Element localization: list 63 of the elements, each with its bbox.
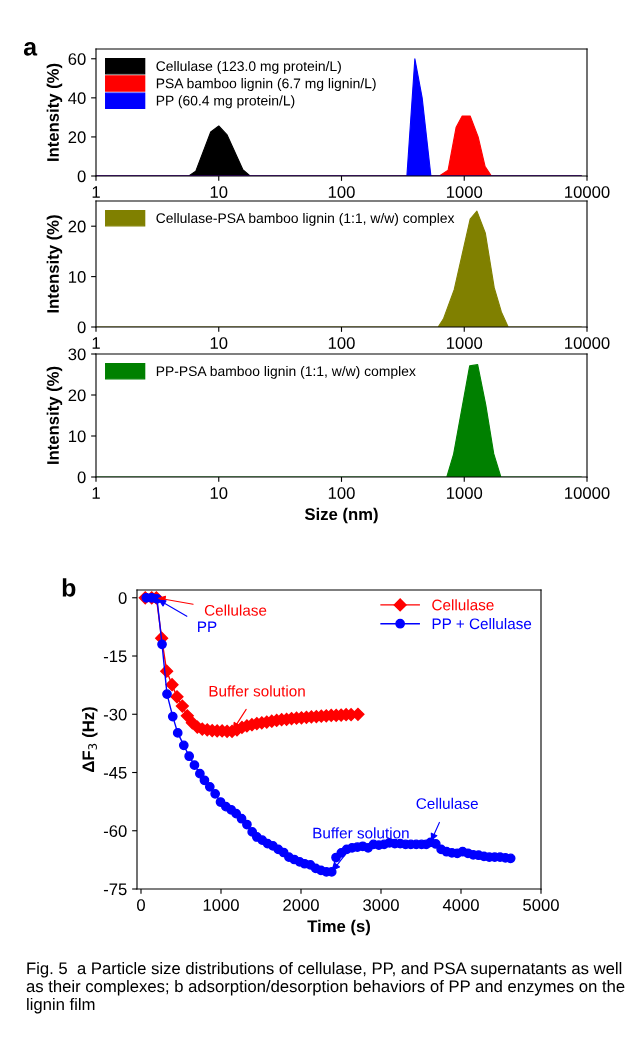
y-tick-label: 20	[68, 220, 86, 233]
annotation: Buffer solution	[209, 685, 305, 697]
y-tick-label: 40	[68, 92, 86, 105]
y-tick-label: 0	[118, 592, 127, 604]
annotation: Cellulase	[204, 604, 267, 616]
y-tick-label: -45	[103, 767, 127, 779]
y-axis-title: ΔF$_{3}$ (Hz)	[81, 707, 98, 772]
annotation: Buffer solution	[313, 827, 409, 839]
x-tick-label: 4000	[442, 899, 479, 911]
chart-title: b	[62, 578, 76, 597]
caption: Fig. 5 a Particle size distributions of cellulase, PP, and PSA supernatants as well as their complexes; b adsorption/desorption behaviors of PP and enzymes on the lignin film	[26, 962, 625, 1014]
x-tick-label: 1	[92, 487, 100, 499]
y-tick-label: 20	[68, 131, 86, 144]
x-tick-label: 10000	[565, 487, 610, 499]
y-tick-label: -15	[103, 650, 127, 663]
x-tick-label: 100	[328, 337, 355, 349]
y-tick-label: -75	[103, 883, 127, 896]
y-tick-label: 10	[69, 430, 86, 443]
x-axis-title: Time (s)	[307, 919, 370, 936]
chart-title: a	[23, 42, 38, 56]
legend-label: PP (60.4 mg protein/L)	[156, 95, 295, 109]
point	[175, 699, 189, 713]
x-tick-label: 3000	[363, 899, 399, 911]
y-axis-title: Intensity (%)	[46, 366, 63, 464]
x-tick-label: 0	[137, 899, 145, 911]
x-tick-label: 2000	[283, 899, 319, 911]
point	[165, 678, 179, 692]
legend-label: Cellulase-PSA bamboo lignin (1:1, w/w) complex	[156, 212, 455, 226]
x-tick-label: 1000	[203, 899, 239, 911]
x-tick-label: 100	[328, 186, 355, 198]
x-tick-label: 1000	[446, 337, 483, 349]
annotation: PP	[198, 621, 217, 633]
y-tick-label: 30	[68, 348, 86, 361]
x-tick-label: 10	[210, 487, 228, 499]
y-tick-label: 0	[77, 170, 86, 183]
y-tick-label: 0	[77, 321, 86, 334]
point	[170, 690, 184, 704]
y-axis-title: Intensity (%)	[46, 215, 63, 313]
x-axis-title: Size (nm)	[304, 507, 378, 524]
x-tick-label: 1000	[446, 487, 483, 499]
y-axis-title: Intensity (%)	[46, 63, 63, 161]
x-tick-label: 5000	[523, 899, 559, 911]
x-tick-label: 10000	[565, 186, 610, 198]
annotation: Cellulase	[416, 797, 478, 809]
x-tick-label: 10000	[565, 337, 610, 349]
legend-label: PP + Cellulase	[432, 617, 532, 630]
x-tick-label: 1	[92, 186, 100, 198]
x-tick-label: 10	[210, 186, 228, 198]
legend-label: PSA bamboo lignin (6.7 mg lignin/L)	[156, 78, 376, 92]
y-tick-label: 60	[68, 53, 86, 65]
y-tick-label: 10	[69, 271, 86, 283]
legend-label: Cellulase	[432, 599, 494, 611]
x-tick-label: 1000	[446, 186, 483, 198]
x-tick-label: 100	[328, 487, 355, 499]
legend-label: PP-PSA bamboo lignin (1:1, w/w) complex	[156, 365, 416, 379]
y-tick-label: -30	[103, 708, 127, 721]
y-tick-label: 0	[77, 471, 86, 484]
y-tick-label: 20	[68, 389, 86, 402]
y-tick-label: -60	[103, 825, 127, 837]
x-tick-label: 10	[210, 337, 228, 349]
legend-label: Cellulase (123.0 mg protein/L)	[156, 60, 341, 74]
point	[180, 709, 194, 723]
x-tick-label: 1	[92, 337, 100, 349]
